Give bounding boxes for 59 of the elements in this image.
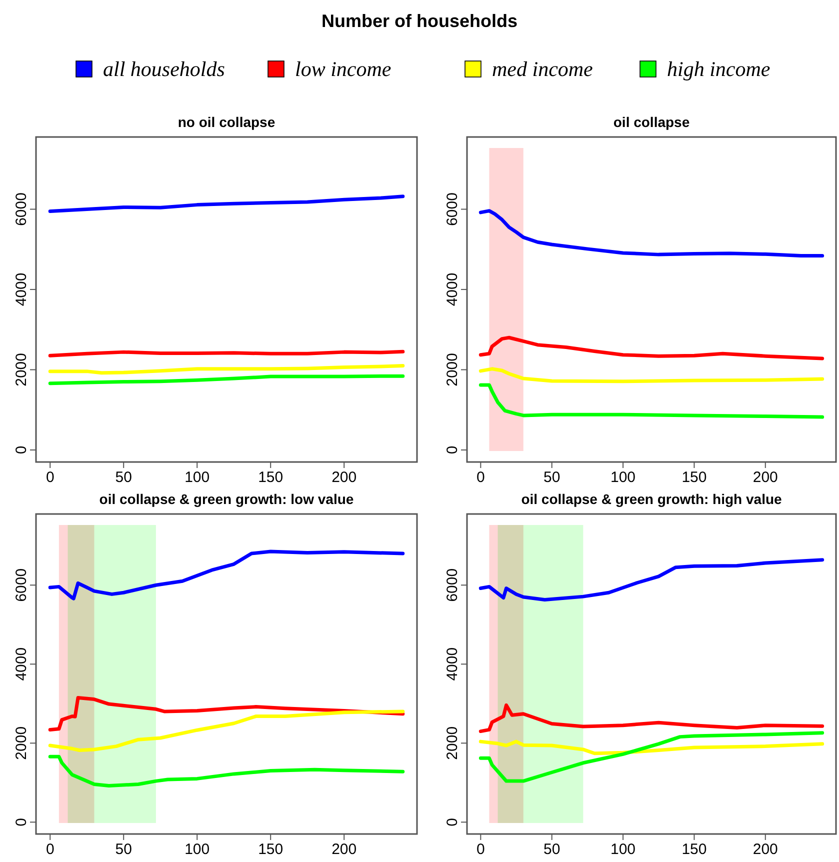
y-tick-label: 2000 [13,726,30,760]
x-tick-label: 50 [115,469,132,486]
x-tick-label: 100 [610,841,636,858]
line-series [48,754,405,788]
y-tick-label: 6000 [444,192,461,226]
line-series [478,336,824,360]
x-tick-label: 200 [332,841,357,858]
line-series [478,209,824,258]
y-tick-label: 6000 [13,192,30,226]
x-tick-label: 0 [476,841,485,858]
y-tick-label: 2000 [444,726,461,760]
y-tick-label: 0 [13,818,30,826]
x-tick-label: 150 [258,841,284,858]
legend-label: all households [103,57,225,81]
x-tick-label: 200 [752,469,778,486]
y-tick-label: 0 [444,446,461,454]
line-series [48,710,405,752]
y-tick-label: 4000 [13,647,30,681]
chart-title: oil collapse & green growth: high value [521,491,782,507]
y-tick-label: 2000 [444,353,461,386]
x-tick-label: 50 [544,841,560,858]
y-tick-label: 2000 [13,353,30,386]
line-series [48,364,405,375]
legend-label: med income [492,57,593,81]
x-tick-label: 0 [46,841,54,858]
x-tick-label: 0 [476,469,485,486]
y-tick-label: 0 [444,818,461,826]
y-tick-label: 6000 [444,568,461,602]
x-tick-label: 150 [258,469,284,486]
line-series [478,703,824,734]
y-tick-label: 6000 [13,568,30,602]
legend-label: low income [295,57,392,81]
y-tick-label: 4000 [444,272,461,306]
line-series [48,550,405,600]
x-tick-label: 150 [682,469,707,486]
y-tick-label: 0 [13,446,30,454]
x-tick-label: 50 [115,841,132,858]
line-series [48,194,405,213]
chart-title: no oil collapse [178,114,276,130]
line-series [478,383,824,419]
x-tick-label: 200 [752,841,778,858]
y-tick-label: 4000 [13,272,30,306]
line-series [478,558,824,602]
x-tick-label: 150 [682,841,707,858]
text: Number of households [321,11,518,31]
y-tick-label: 4000 [444,647,461,681]
chart-title: oil collapse & green growth: low value [99,491,354,507]
chart-title: oil collapse [613,114,690,130]
x-tick-label: 200 [332,469,357,486]
line-series [478,731,824,783]
x-tick-label: 0 [46,469,54,486]
line-series [48,374,405,386]
line-series [478,367,824,384]
x-tick-label: 100 [184,469,210,486]
x-tick-label: 100 [184,841,210,858]
legend-label: high income [667,57,770,81]
line-series [478,740,824,756]
x-tick-label: 50 [544,469,560,486]
x-tick-label: 100 [610,469,636,486]
